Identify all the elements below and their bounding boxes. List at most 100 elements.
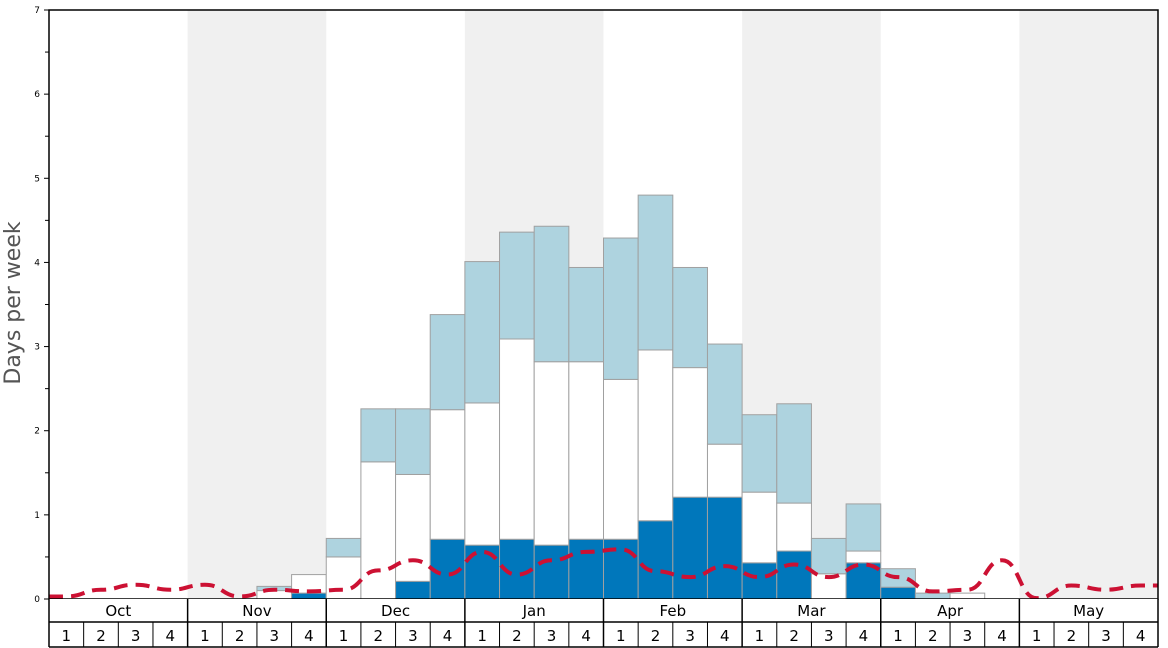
bar-segment	[845, 503, 882, 552]
y-tick-label: 5	[34, 174, 40, 184]
bar-segment	[533, 225, 570, 363]
bar-segment	[880, 586, 916, 600]
bar-segment	[741, 491, 778, 564]
week-label: 4	[720, 627, 730, 645]
week-label: 2	[235, 627, 245, 645]
bar-segment	[706, 343, 743, 445]
month-shade-nov	[187, 10, 327, 599]
bar-segment	[360, 408, 397, 463]
week-label: 2	[928, 627, 938, 645]
bar-segment	[637, 194, 674, 351]
month-label: Nov	[242, 602, 271, 620]
week-label: 2	[651, 627, 661, 645]
month-label: Apr	[937, 602, 964, 620]
week-label: 2	[789, 627, 799, 645]
week-label: 1	[755, 627, 765, 645]
week-label: 3	[547, 627, 557, 645]
month-label: Feb	[660, 602, 687, 620]
week-label: 2	[512, 627, 522, 645]
bar-segment	[568, 538, 604, 600]
line-series	[49, 547, 1158, 601]
bar-segment	[325, 537, 362, 558]
bar-segment	[706, 496, 743, 600]
week-label: 3	[963, 627, 973, 645]
bar-segment	[637, 349, 674, 522]
week-label: 4	[997, 627, 1007, 645]
bar-segment	[949, 592, 986, 600]
bar-segment	[672, 266, 708, 369]
week-label: 3	[1101, 627, 1111, 645]
week-label: 3	[824, 627, 834, 645]
week-label: 3	[408, 627, 418, 645]
bar-segment	[533, 361, 570, 546]
bar-segment	[706, 443, 743, 498]
week-label: 2	[373, 627, 383, 645]
bar-segment	[672, 367, 708, 498]
bar-segment	[395, 580, 431, 600]
bar-segment	[395, 408, 431, 475]
y-tick-label: 7	[34, 6, 40, 16]
week-label: 4	[304, 627, 314, 645]
y-axis-label: Days per week	[1, 221, 26, 385]
bar-segment	[741, 414, 778, 493]
week-label: 1	[200, 627, 210, 645]
bar-segment	[603, 378, 639, 540]
week-label: 4	[166, 627, 176, 645]
bar-segment	[741, 562, 778, 600]
bar-segment	[845, 550, 882, 564]
bar-segment	[776, 403, 812, 504]
x-axis: Oct 1 2 3 4 Nov 1 2 3 4 Dec 1 2 3 4 Jan 1 2 3 4 Feb 1 2 3 4 Mar 1 2…	[48, 599, 1159, 648]
bar-segment	[325, 556, 362, 600]
week-label: 4	[581, 627, 591, 645]
bar-segment	[637, 520, 674, 600]
month-label: Oct	[105, 602, 131, 620]
bar-segment	[360, 461, 397, 600]
bar-segment	[429, 409, 466, 540]
week-label: 1	[893, 627, 903, 645]
month-label: Mar	[797, 602, 826, 620]
bar-segment	[499, 231, 535, 340]
y-tick-label: 3	[34, 343, 40, 353]
week-label: 4	[1136, 627, 1146, 645]
week-label: 1	[62, 627, 72, 645]
month-label: May	[1073, 602, 1104, 620]
y-tick-label: 6	[34, 90, 40, 100]
month-shade-may	[1019, 10, 1158, 599]
bar-segment	[499, 338, 535, 540]
bar-segment	[464, 402, 501, 546]
week-label: 3	[685, 627, 695, 645]
bar-segment	[464, 261, 501, 404]
bar-segment	[464, 544, 501, 600]
bar-segment	[776, 550, 812, 600]
week-label: 1	[477, 627, 487, 645]
week-label: 4	[859, 627, 869, 645]
bar-segment	[533, 544, 570, 600]
bar-segment	[429, 314, 466, 411]
week-label: 2	[1067, 627, 1077, 645]
week-label: 3	[269, 627, 279, 645]
bar-segment	[395, 473, 431, 582]
week-label: 1	[616, 627, 626, 645]
bar-segment	[776, 502, 812, 552]
y-tick-label: 0	[34, 595, 40, 605]
bars	[256, 194, 986, 600]
line-series-path	[49, 547, 1158, 601]
bar-segment	[810, 537, 847, 575]
bar-segment	[603, 237, 639, 380]
bar-segment	[568, 266, 604, 363]
y-tick-label: 2	[34, 427, 40, 437]
bar-segment	[291, 592, 327, 600]
week-label: 3	[131, 627, 141, 645]
y-tick-label: 1	[34, 511, 40, 521]
bar-segment	[914, 592, 951, 600]
bar-segment	[672, 496, 708, 600]
week-label: 1	[1032, 627, 1042, 645]
week-label: 1	[339, 627, 349, 645]
week-label: 4	[443, 627, 453, 645]
month-label: Dec	[381, 602, 410, 620]
bar-segment	[568, 361, 604, 540]
month-label: Jan	[522, 602, 546, 620]
y-tick-label: 4	[34, 258, 40, 268]
week-label: 2	[96, 627, 106, 645]
